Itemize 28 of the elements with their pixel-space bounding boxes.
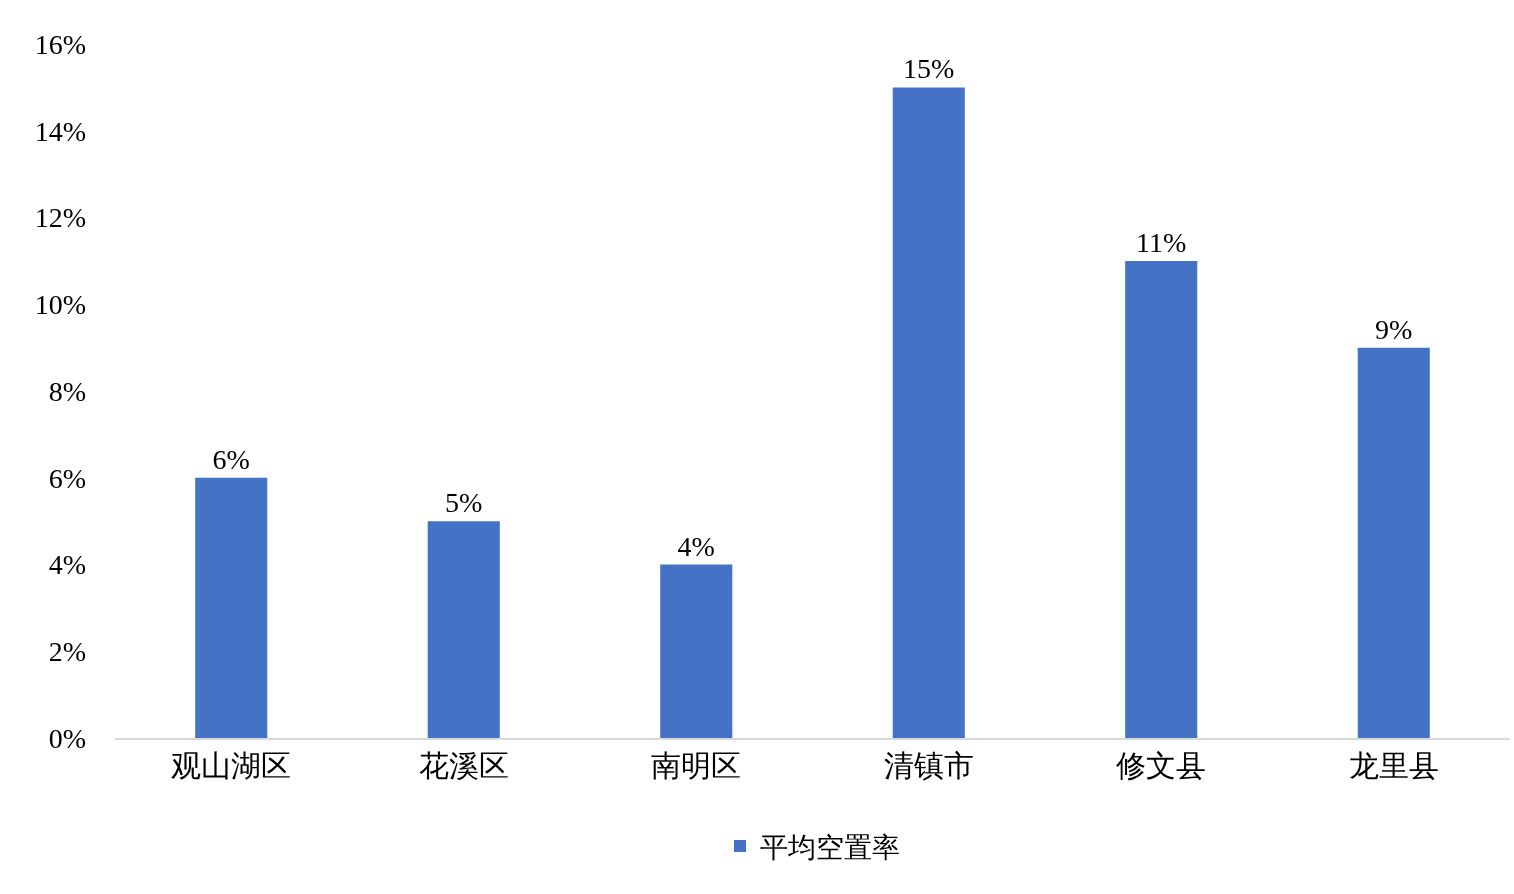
x-tick-label: 清镇市 [883, 749, 974, 782]
y-tick-label: 10% [34, 289, 86, 321]
bar [427, 521, 500, 738]
y-tick-label: 4% [48, 549, 86, 581]
y-tick-label: 0% [48, 722, 86, 754]
x-tick-label: 南明区 [651, 749, 742, 782]
bar [195, 477, 268, 738]
bar [892, 87, 965, 738]
bar [1357, 347, 1430, 738]
data-label: 11% [1136, 226, 1187, 258]
legend-label: 平均空置率 [760, 831, 900, 863]
x-tick-label: 花溪区 [418, 749, 509, 782]
bar [660, 564, 733, 738]
x-tick-label: 修文县 [1116, 749, 1207, 782]
x-tick-label: 观山湖区 [171, 749, 292, 782]
data-label: 9% [1375, 313, 1413, 345]
bar [1125, 260, 1198, 738]
y-tick-label: 6% [48, 462, 86, 494]
data-label: 6% [212, 443, 250, 475]
y-tick-label: 2% [48, 636, 86, 668]
data-label: 15% [903, 53, 955, 85]
x-tick-label: 龙里县 [1348, 749, 1439, 782]
y-tick-label: 8% [48, 375, 86, 407]
data-label: 5% [445, 487, 483, 519]
y-tick-label: 14% [34, 115, 86, 147]
y-tick-label: 12% [34, 202, 86, 234]
data-label: 4% [677, 530, 715, 562]
y-tick-label: 16% [34, 28, 86, 60]
